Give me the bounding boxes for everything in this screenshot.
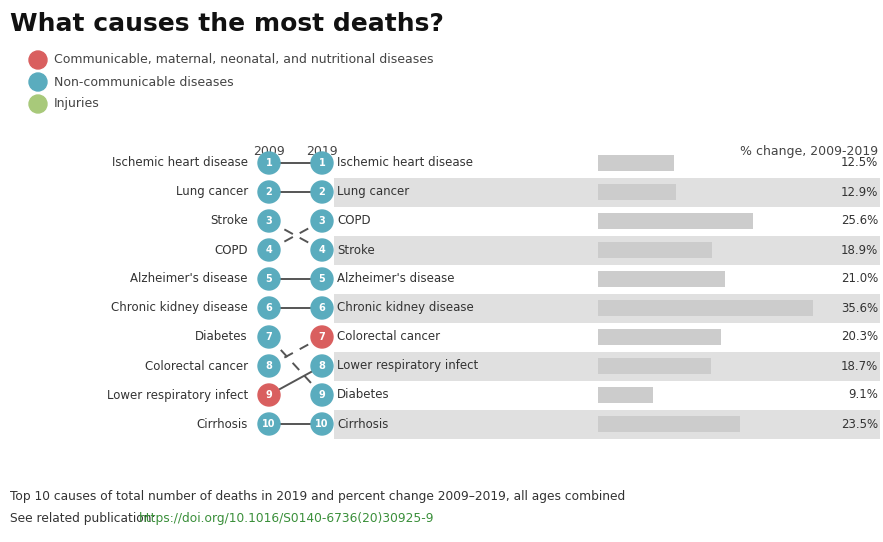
Text: 8: 8 — [319, 361, 326, 371]
Circle shape — [29, 95, 47, 113]
FancyBboxPatch shape — [598, 358, 711, 374]
Text: 3: 3 — [319, 216, 325, 226]
FancyBboxPatch shape — [334, 410, 880, 439]
Text: Lower respiratory infect: Lower respiratory infect — [337, 359, 479, 372]
Text: 9: 9 — [319, 390, 325, 400]
Circle shape — [311, 297, 333, 319]
Text: COPD: COPD — [337, 215, 371, 228]
Text: Ischemic heart disease: Ischemic heart disease — [112, 157, 248, 170]
FancyBboxPatch shape — [598, 416, 740, 432]
Text: Chronic kidney disease: Chronic kidney disease — [111, 301, 248, 314]
Text: 35.6%: 35.6% — [841, 301, 878, 314]
FancyBboxPatch shape — [334, 178, 880, 207]
Text: 20.3%: 20.3% — [841, 331, 878, 344]
Circle shape — [311, 413, 333, 435]
Text: COPD: COPD — [215, 243, 248, 256]
Text: Lower respiratory infect: Lower respiratory infect — [107, 389, 248, 402]
Text: Communicable, maternal, neonatal, and nutritional diseases: Communicable, maternal, neonatal, and nu… — [54, 54, 434, 67]
Text: 7: 7 — [319, 332, 325, 342]
Text: 5: 5 — [319, 274, 325, 284]
Text: 12.5%: 12.5% — [841, 157, 878, 170]
Circle shape — [311, 210, 333, 232]
Text: 21.0%: 21.0% — [841, 273, 878, 286]
Circle shape — [258, 384, 280, 406]
Text: 4: 4 — [266, 245, 272, 255]
Text: Non-communicable diseases: Non-communicable diseases — [54, 75, 234, 88]
Text: Colorectal cancer: Colorectal cancer — [337, 331, 440, 344]
Circle shape — [311, 152, 333, 174]
Circle shape — [258, 152, 280, 174]
Text: 6: 6 — [319, 303, 325, 313]
Text: 1: 1 — [266, 158, 272, 168]
FancyBboxPatch shape — [598, 329, 721, 345]
Text: What causes the most deaths?: What causes the most deaths? — [10, 12, 444, 36]
Circle shape — [311, 355, 333, 377]
Text: See related publication:: See related publication: — [10, 512, 159, 525]
Text: Diabetes: Diabetes — [337, 389, 389, 402]
FancyBboxPatch shape — [334, 236, 880, 265]
Text: https://doi.org/10.1016/S0140-6736(20)30925-9: https://doi.org/10.1016/S0140-6736(20)30… — [139, 512, 434, 525]
Text: 2009: 2009 — [253, 145, 285, 158]
Circle shape — [29, 73, 47, 91]
Circle shape — [258, 326, 280, 348]
Circle shape — [258, 210, 280, 232]
Circle shape — [29, 51, 47, 69]
Text: 7: 7 — [266, 332, 272, 342]
Text: Cirrhosis: Cirrhosis — [337, 417, 389, 430]
FancyBboxPatch shape — [598, 184, 676, 200]
Circle shape — [311, 239, 333, 261]
Circle shape — [311, 326, 333, 348]
Circle shape — [258, 239, 280, 261]
Text: 9.1%: 9.1% — [849, 389, 878, 402]
Text: 2: 2 — [266, 187, 272, 197]
Text: 18.9%: 18.9% — [841, 243, 878, 256]
Text: 5: 5 — [266, 274, 272, 284]
Text: Lung cancer: Lung cancer — [176, 185, 248, 198]
FancyBboxPatch shape — [598, 213, 753, 229]
Text: Stroke: Stroke — [210, 215, 248, 228]
Text: Stroke: Stroke — [337, 243, 374, 256]
Text: % change, 2009-2019: % change, 2009-2019 — [740, 145, 878, 158]
Text: Injuries: Injuries — [54, 98, 100, 111]
Text: Alzheimer's disease: Alzheimer's disease — [131, 273, 248, 286]
Text: 9: 9 — [266, 390, 272, 400]
Text: 2019: 2019 — [306, 145, 338, 158]
FancyBboxPatch shape — [598, 242, 713, 258]
FancyBboxPatch shape — [598, 155, 674, 171]
Text: Alzheimer's disease: Alzheimer's disease — [337, 273, 455, 286]
Text: 3: 3 — [266, 216, 272, 226]
FancyBboxPatch shape — [598, 387, 653, 403]
FancyBboxPatch shape — [598, 300, 813, 316]
Text: 12.9%: 12.9% — [841, 185, 878, 198]
Text: 25.6%: 25.6% — [841, 215, 878, 228]
Text: 10: 10 — [315, 419, 328, 429]
Circle shape — [311, 384, 333, 406]
Text: 2: 2 — [319, 187, 325, 197]
Circle shape — [258, 268, 280, 290]
Text: 10: 10 — [262, 419, 275, 429]
Circle shape — [258, 413, 280, 435]
Text: Lung cancer: Lung cancer — [337, 185, 409, 198]
Circle shape — [258, 297, 280, 319]
FancyBboxPatch shape — [334, 352, 880, 381]
Circle shape — [258, 181, 280, 203]
Circle shape — [258, 355, 280, 377]
Text: Top 10 causes of total number of deaths in 2019 and percent change 2009–2019, al: Top 10 causes of total number of deaths … — [10, 490, 625, 503]
Text: 1: 1 — [319, 158, 325, 168]
Text: 6: 6 — [266, 303, 272, 313]
Text: Ischemic heart disease: Ischemic heart disease — [337, 157, 473, 170]
FancyBboxPatch shape — [334, 294, 880, 323]
Text: 8: 8 — [266, 361, 273, 371]
Text: Chronic kidney disease: Chronic kidney disease — [337, 301, 474, 314]
FancyBboxPatch shape — [598, 271, 725, 287]
Text: 23.5%: 23.5% — [841, 417, 878, 430]
Text: Diabetes: Diabetes — [195, 331, 248, 344]
Text: Cirrhosis: Cirrhosis — [197, 417, 248, 430]
Text: Colorectal cancer: Colorectal cancer — [145, 359, 248, 372]
Text: 4: 4 — [319, 245, 325, 255]
Text: 18.7%: 18.7% — [841, 359, 878, 372]
Circle shape — [311, 181, 333, 203]
Circle shape — [311, 268, 333, 290]
